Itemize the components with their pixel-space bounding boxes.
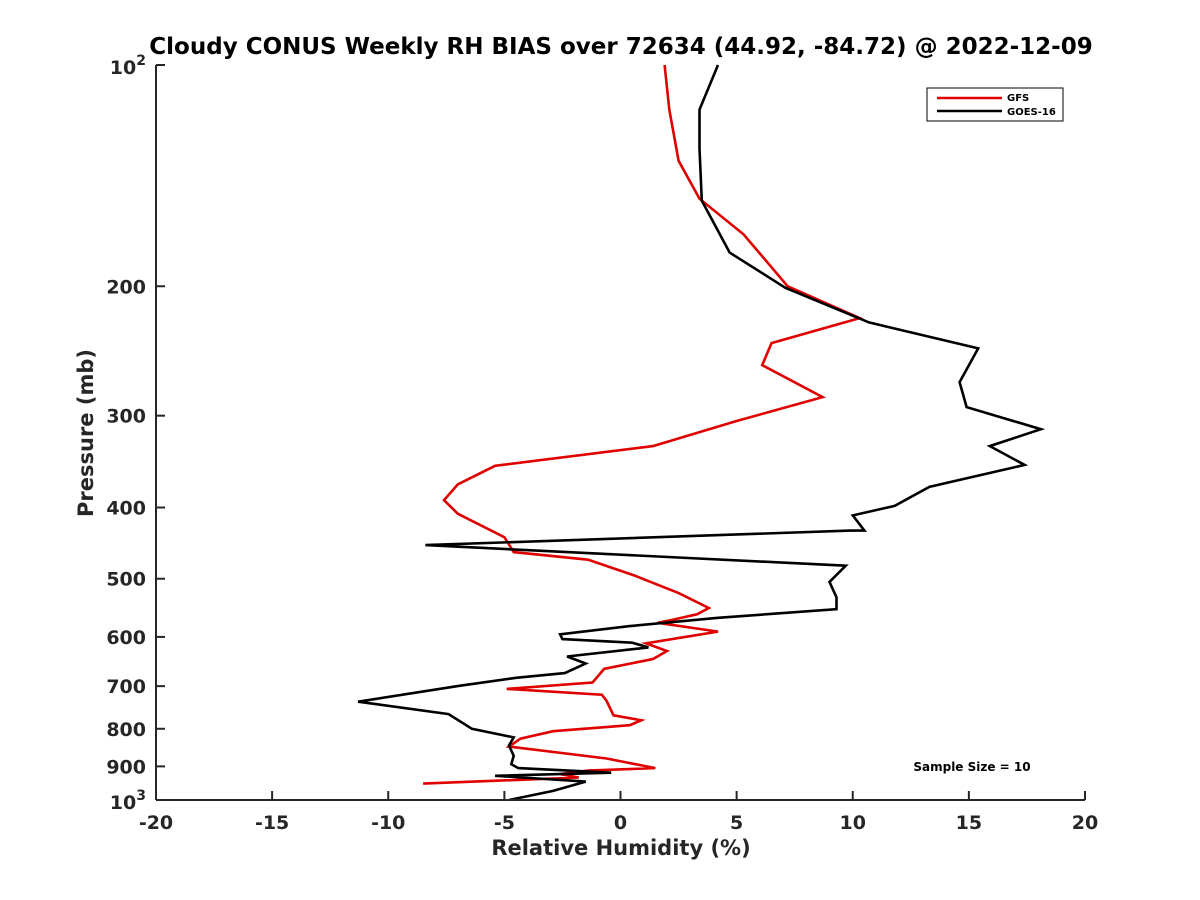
y-tick-label: 102 xyxy=(110,53,146,79)
x-tick-label: 20 xyxy=(1072,812,1098,834)
y-tick-label: 600 xyxy=(106,627,146,649)
x-tick-label: 10 xyxy=(840,812,866,834)
y-tick-label: 200 xyxy=(106,276,146,298)
x-tick-label: -5 xyxy=(494,812,515,834)
series-layer xyxy=(357,64,1046,802)
x-tick-label: 15 xyxy=(956,812,982,834)
y-axis-label: Pressure (mb) xyxy=(74,349,98,517)
x-tick-label: 5 xyxy=(730,812,743,834)
y-tick-label: 300 xyxy=(106,406,146,428)
y-tick-label: 700 xyxy=(106,676,146,698)
legend-label-gfs: GFS xyxy=(1007,93,1029,104)
series-line-goes16 xyxy=(357,64,1046,802)
x-tick-label: -20 xyxy=(139,812,173,834)
x-tick-label: -10 xyxy=(371,812,405,834)
sample-size-annotation: Sample Size = 10 xyxy=(913,760,1030,774)
y-ticks: 102 200 300 400 500 600 700 800 900 103 xyxy=(106,53,165,814)
legend-label-goes16: GOES-16 xyxy=(1007,107,1056,118)
y-tick-label: 500 xyxy=(106,569,146,591)
x-ticks: -20 -15 -10 -5 0 5 10 15 20 xyxy=(139,791,1098,834)
series-line-gfs xyxy=(423,64,864,785)
y-tick-label: 900 xyxy=(106,756,146,778)
legend: GFS GOES-16 xyxy=(926,87,1064,122)
x-tick-label: 0 xyxy=(614,812,627,834)
legend-box xyxy=(926,87,1064,122)
x-axis-label: Relative Humidity (%) xyxy=(491,836,750,860)
y-tick-label: 800 xyxy=(106,719,146,741)
chart-title: Cloudy CONUS Weekly RH BIAS over 72634 (… xyxy=(149,34,1092,60)
y-tick-label: 400 xyxy=(106,498,146,520)
y-tick-label: 103 xyxy=(110,788,146,814)
x-tick-label: -15 xyxy=(255,812,289,834)
